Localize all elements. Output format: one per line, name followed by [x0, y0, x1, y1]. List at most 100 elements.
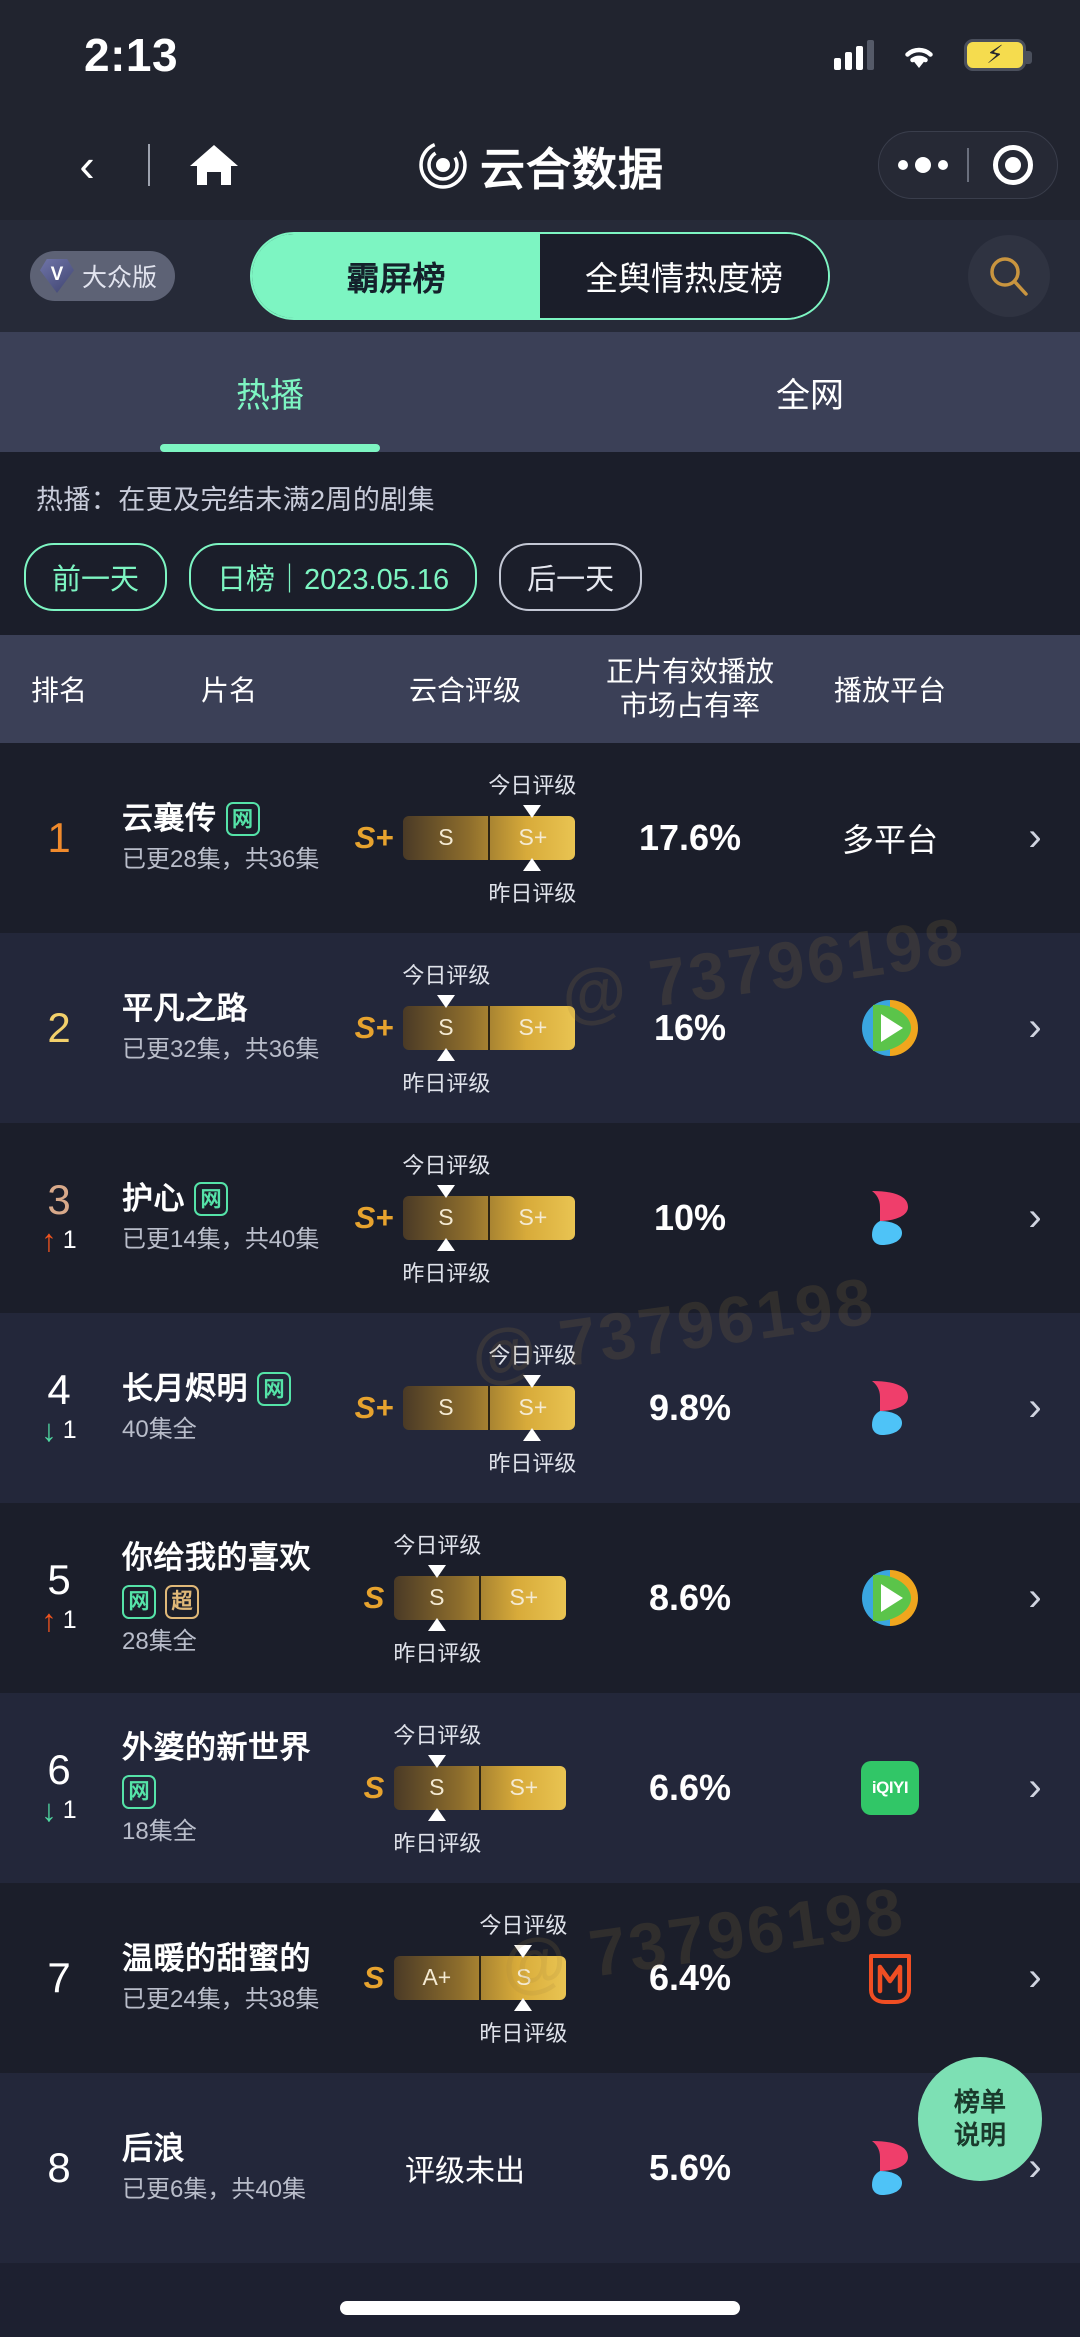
platform-label: 多平台	[790, 815, 990, 861]
rating-bar-track: S S+	[403, 1005, 576, 1050]
yesterday-rating-marker	[437, 1237, 456, 1251]
market-share-value: 9.8%	[648, 1386, 732, 1428]
header-platform: 播放平台	[833, 675, 946, 706]
current-period-button[interactable]: 日榜｜2023.05.16	[189, 543, 478, 611]
today-rating-label: 今日评级	[488, 772, 577, 798]
table-row[interactable]: 6 ↓ 1 外婆的新世界网 18集全 S S S+ 今日评级 昨日评级 6.6% iQIYI ›	[0, 1693, 1080, 1883]
ranking-segment-control[interactable]: 霸屏榜 全舆情热度榜	[250, 232, 830, 320]
rating-cell: 评级未出	[340, 2146, 590, 2190]
title-line: 外婆的新世界	[122, 1730, 340, 1766]
rating-letter: S	[363, 1960, 385, 1995]
signal-bars-icon	[834, 40, 874, 70]
rank-change-value: 1	[62, 1416, 77, 1444]
tab-rebo[interactable]: 热播	[0, 332, 540, 452]
tab-quanwang[interactable]: 全网	[776, 376, 844, 415]
chevron-right-icon[interactable]: ›	[1028, 1955, 1042, 1999]
chevron-right-icon[interactable]: ›	[1028, 1575, 1042, 1619]
yunhe-logo-icon	[416, 138, 470, 192]
rank-cell: 5 ↑ 1	[0, 1559, 118, 1637]
home-indicator	[340, 2301, 740, 2315]
mgtv-logo-mark	[862, 999, 918, 1056]
wechat-capsule[interactable]	[878, 131, 1058, 199]
rating-segment-right: S+	[518, 1014, 548, 1040]
today-rating-label: 今日评级	[479, 1912, 568, 1938]
table-row[interactable]: 3 ↑ 1 护心网已更14集，共40集 S+ S S+ 今日评级 昨日评级 10% ›	[0, 1123, 1080, 1313]
segment-bar: V 大众版 霸屏榜 全舆情热度榜	[0, 220, 1080, 332]
rating-segment-right: S+	[518, 1204, 548, 1230]
version-badge[interactable]: V 大众版	[30, 251, 176, 301]
today-rating-marker	[428, 1754, 447, 1768]
rating-bar-track: S S+	[403, 815, 576, 860]
home-icon[interactable]	[184, 142, 244, 188]
chevron-right-icon[interactable]: ›	[1028, 815, 1042, 859]
mgtv-logo-icon	[790, 997, 990, 1059]
badge-net-icon: 网	[122, 1584, 156, 1619]
yesterday-rating-label: 昨日评级	[488, 880, 577, 906]
rank-change: ↑ 1	[41, 1225, 76, 1256]
yesterday-rating-label: 昨日评级	[479, 2020, 568, 2046]
show-title: 后浪	[122, 2131, 185, 2167]
show-title: 你给我的喜欢	[122, 1539, 311, 1575]
chevron-right-icon[interactable]: ›	[1028, 1765, 1042, 1809]
segment-quyuqing[interactable]: 全舆情热度榜	[540, 234, 828, 318]
market-share-value: 16%	[653, 1006, 727, 1048]
rank-cell: 1	[0, 816, 118, 859]
today-rating-label: 今日评级	[393, 1532, 482, 1558]
rating-segment-left: S	[403, 1005, 491, 1050]
rank-cell: 2	[0, 1006, 118, 1049]
diamond-letter: V	[50, 264, 64, 285]
target-circle-icon[interactable]	[969, 145, 1057, 185]
prev-day-button[interactable]: 前一天	[24, 543, 168, 611]
back-icon[interactable]: ‹	[79, 139, 95, 191]
capsule-divider	[967, 148, 969, 182]
search-icon[interactable]	[968, 235, 1050, 317]
filter-zone: 热播：在更及完结未满2周的剧集 前一天 日榜｜2023.05.16 后一天	[0, 452, 1080, 635]
show-title: 温暖的甜蜜的	[122, 1941, 311, 1977]
today-rating-label: 今日评级	[488, 1342, 577, 1368]
show-title: 云襄传	[122, 801, 217, 837]
chevron-right-icon[interactable]: ›	[1028, 1005, 1042, 1049]
rating-segment-left: S	[394, 1765, 482, 1810]
yesterday-rating-marker	[428, 1617, 447, 1631]
table-row[interactable]: 4 ↓ 1 长月烬明网 40集全 S+ S S+ 今日评级 昨日评级 9.8% ›	[0, 1313, 1080, 1503]
table-row[interactable]: 8 后浪 已更6集，共40集 评级未出 5.6% ›	[0, 2073, 1080, 2263]
rating-bar: S S+ 今日评级 昨日评级	[393, 1723, 567, 1856]
header-rank: 排名	[30, 675, 87, 706]
rating-bar-track: S S+	[403, 1385, 576, 1430]
fab-line1: 榜单	[953, 2086, 1006, 2117]
iqiyi-logo-mark: iQIYI	[861, 1760, 919, 1815]
rank-change: ↓ 1	[41, 1795, 76, 1826]
chevron-right-icon[interactable]: ›	[1028, 1385, 1042, 1429]
ranking-help-button[interactable]: 榜单 说明	[918, 2057, 1042, 2181]
rating-letter: S+	[354, 1010, 394, 1045]
rating-cell: S+ S S+ 今日评级 昨日评级	[340, 963, 590, 1096]
episode-info: 18集全	[122, 1817, 197, 1845]
title-cell: 你给我的喜欢网超 28集全	[118, 1540, 340, 1655]
title-line: 后浪	[122, 2131, 340, 2167]
title-cell: 后浪 已更6集，共40集	[118, 2131, 340, 2203]
table-row[interactable]: 5 ↑ 1 你给我的喜欢网超 28集全 S S S+ 今日评级 昨日评级 8.6% ›	[0, 1503, 1080, 1693]
table-row[interactable]: 1 云襄传网已更28集，共36集 S+ S S+ 今日评级 昨日评级 17.6% 多平台 ›	[0, 743, 1080, 933]
rating-bar: S S+ 今日评级 昨日评级	[402, 963, 576, 1096]
rank-cell: 3 ↑ 1	[0, 1179, 118, 1257]
yesterday-rating-marker	[514, 1997, 533, 2011]
show-title: 平凡之路	[122, 991, 248, 1027]
status-bar: 2:13 ⚡	[0, 0, 1080, 110]
title-line: 护心网	[122, 1181, 340, 1217]
today-rating-label: 今日评级	[402, 1152, 491, 1178]
iqiyi-logo-icon: iQIYI	[790, 1760, 990, 1815]
chevron-right-icon[interactable]: ›	[1028, 1195, 1042, 1239]
status-icons: ⚡	[834, 39, 1032, 71]
rating-bar: S S+ 今日评级 昨日评级	[402, 1153, 576, 1286]
rank-number: 4	[47, 1366, 71, 1413]
next-day-button[interactable]: 后一天	[499, 543, 643, 611]
rank-change: ↑ 1	[41, 1605, 76, 1636]
today-rating-marker	[523, 1374, 542, 1388]
segment-baping[interactable]: 霸屏榜	[252, 234, 540, 318]
title-cell: 云襄传网已更28集，共36集	[118, 801, 340, 873]
table-row[interactable]: 2 平凡之路 已更32集，共36集 S+ S S+ 今日评级 昨日评级 16% ›	[0, 933, 1080, 1123]
rank-cell: 8	[0, 2146, 118, 2189]
more-dots-icon[interactable]	[879, 157, 967, 173]
table-row[interactable]: 7 温暖的甜蜜的 已更24集，共38集 S A+ S 今日评级 昨日评级 6.4% ›	[0, 1883, 1080, 2073]
chevron-right-icon[interactable]: ›	[1028, 2145, 1042, 2189]
